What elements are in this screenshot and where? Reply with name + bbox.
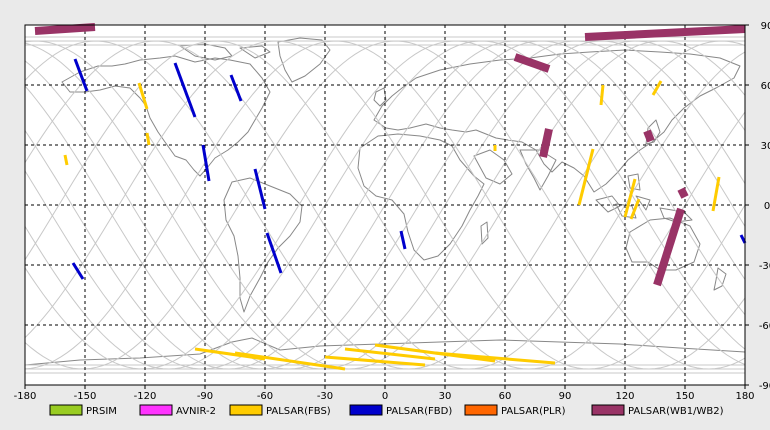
x-tick-label: 120 [615,391,634,402]
lat-lon-grid [25,25,745,385]
legend-label: PALSAR(FBS) [266,406,331,417]
x-tick-label: 60 [499,391,512,402]
legend: PRSIM AVNIR-2 PALSAR(FBS) PALSAR(FBD) PALSAR… [49,404,724,417]
swath-palsar-wb1-wb2 [653,207,685,287]
swath-palsar-fbd [399,230,407,250]
coast-japan [645,119,661,145]
legend-label: PALSAR(FBD) [386,406,452,417]
coast-new-zealand [713,267,727,291]
swath-palsar-fbs [711,176,721,212]
x-tick-label: 150 [675,391,694,402]
swath-palsar-fbs [623,178,637,218]
swath-palsar-fbd [71,262,85,280]
y-tick-label: -60 [759,321,770,332]
swath-palsar-fbd [173,62,197,118]
coast-british-isles [373,87,387,107]
y-tick-label: -30 [759,261,770,272]
legend-swatch [229,404,263,416]
swath-palsar-fbd [201,144,211,182]
orbit-track [24,40,746,370]
legend-label: AVNIR-2 [176,406,216,417]
swath-palsar-wb1-wb2 [584,25,746,41]
x-tick-label: 90 [559,391,572,402]
coast-madagascar [480,221,489,245]
coast-south-america [223,177,303,313]
swath-palsar-wb1-wb2 [643,129,655,143]
legend-swatch [49,404,83,416]
y-tick-label: 90 [761,21,770,32]
swath-palsar-fbs [651,80,663,96]
swath-palsar-wb1-wb2 [34,23,96,35]
x-tick-label: -180 [14,391,37,402]
swath-palsar-wb1-wb2 [677,187,689,199]
swath-palsar-fbs [324,355,426,367]
swath-palsar-fbd [73,58,89,92]
x-tick-label: -60 [257,391,273,402]
y-tick-label: 60 [761,81,770,92]
coast-africa [357,133,485,261]
x-tick-label: 30 [439,391,452,402]
y-tick-label: -90 [759,381,770,392]
x-tick-label: 180 [735,391,754,402]
swath-palsar-fbs [344,347,436,361]
legend-swatch [464,404,498,416]
swath-palsar-fbs [234,351,346,371]
swath-palsar-fbs [194,347,266,361]
swath-palsar-fbs [137,82,149,110]
y-tick-label: 30 [761,141,770,152]
swath-palsar-fbd [229,74,243,102]
orbit-track [24,40,746,370]
coast-antarctica [24,337,746,366]
swath-palsar-wb1-wb2 [513,53,551,73]
swath-palsar-fbs [577,148,595,206]
legend-label: PRSIM [86,406,117,417]
x-tick-label: -150 [74,391,97,402]
legend-label: PALSAR(PLR) [501,406,566,417]
axis-ticks: -180 -150 -120 -90 -60 -30 0 30 60 90 120 150 180 90 6… [14,21,770,402]
legend-label: PALSAR(WB1/WB2) [628,406,724,417]
swath-palsar-fbs [145,132,151,146]
coast-arabia [473,149,513,185]
x-tick-label: -30 [317,391,333,402]
y-tick-label: 0 [764,201,770,212]
coast-se-asia-islands [595,173,693,223]
swath-palsar-fbs [629,198,641,220]
observation-swaths [34,23,747,371]
x-tick-label: -120 [134,391,157,402]
x-tick-label: -90 [197,391,213,402]
x-tick-label: 0 [382,391,388,402]
legend-swatch [591,404,625,416]
swath-palsar-fbd [253,168,267,210]
swath-palsar-fbs [599,84,605,106]
swath-palsar-fbs [434,351,556,365]
coast-north-america [61,55,271,177]
swath-palsar-fbs [63,154,69,166]
legend-swatch [139,404,173,416]
legend-swatch [349,404,383,416]
swath-palsar-wb1-wb2 [539,128,553,158]
swath-palsar-fbd [739,234,747,244]
swath-palsar-fbd [265,232,283,274]
